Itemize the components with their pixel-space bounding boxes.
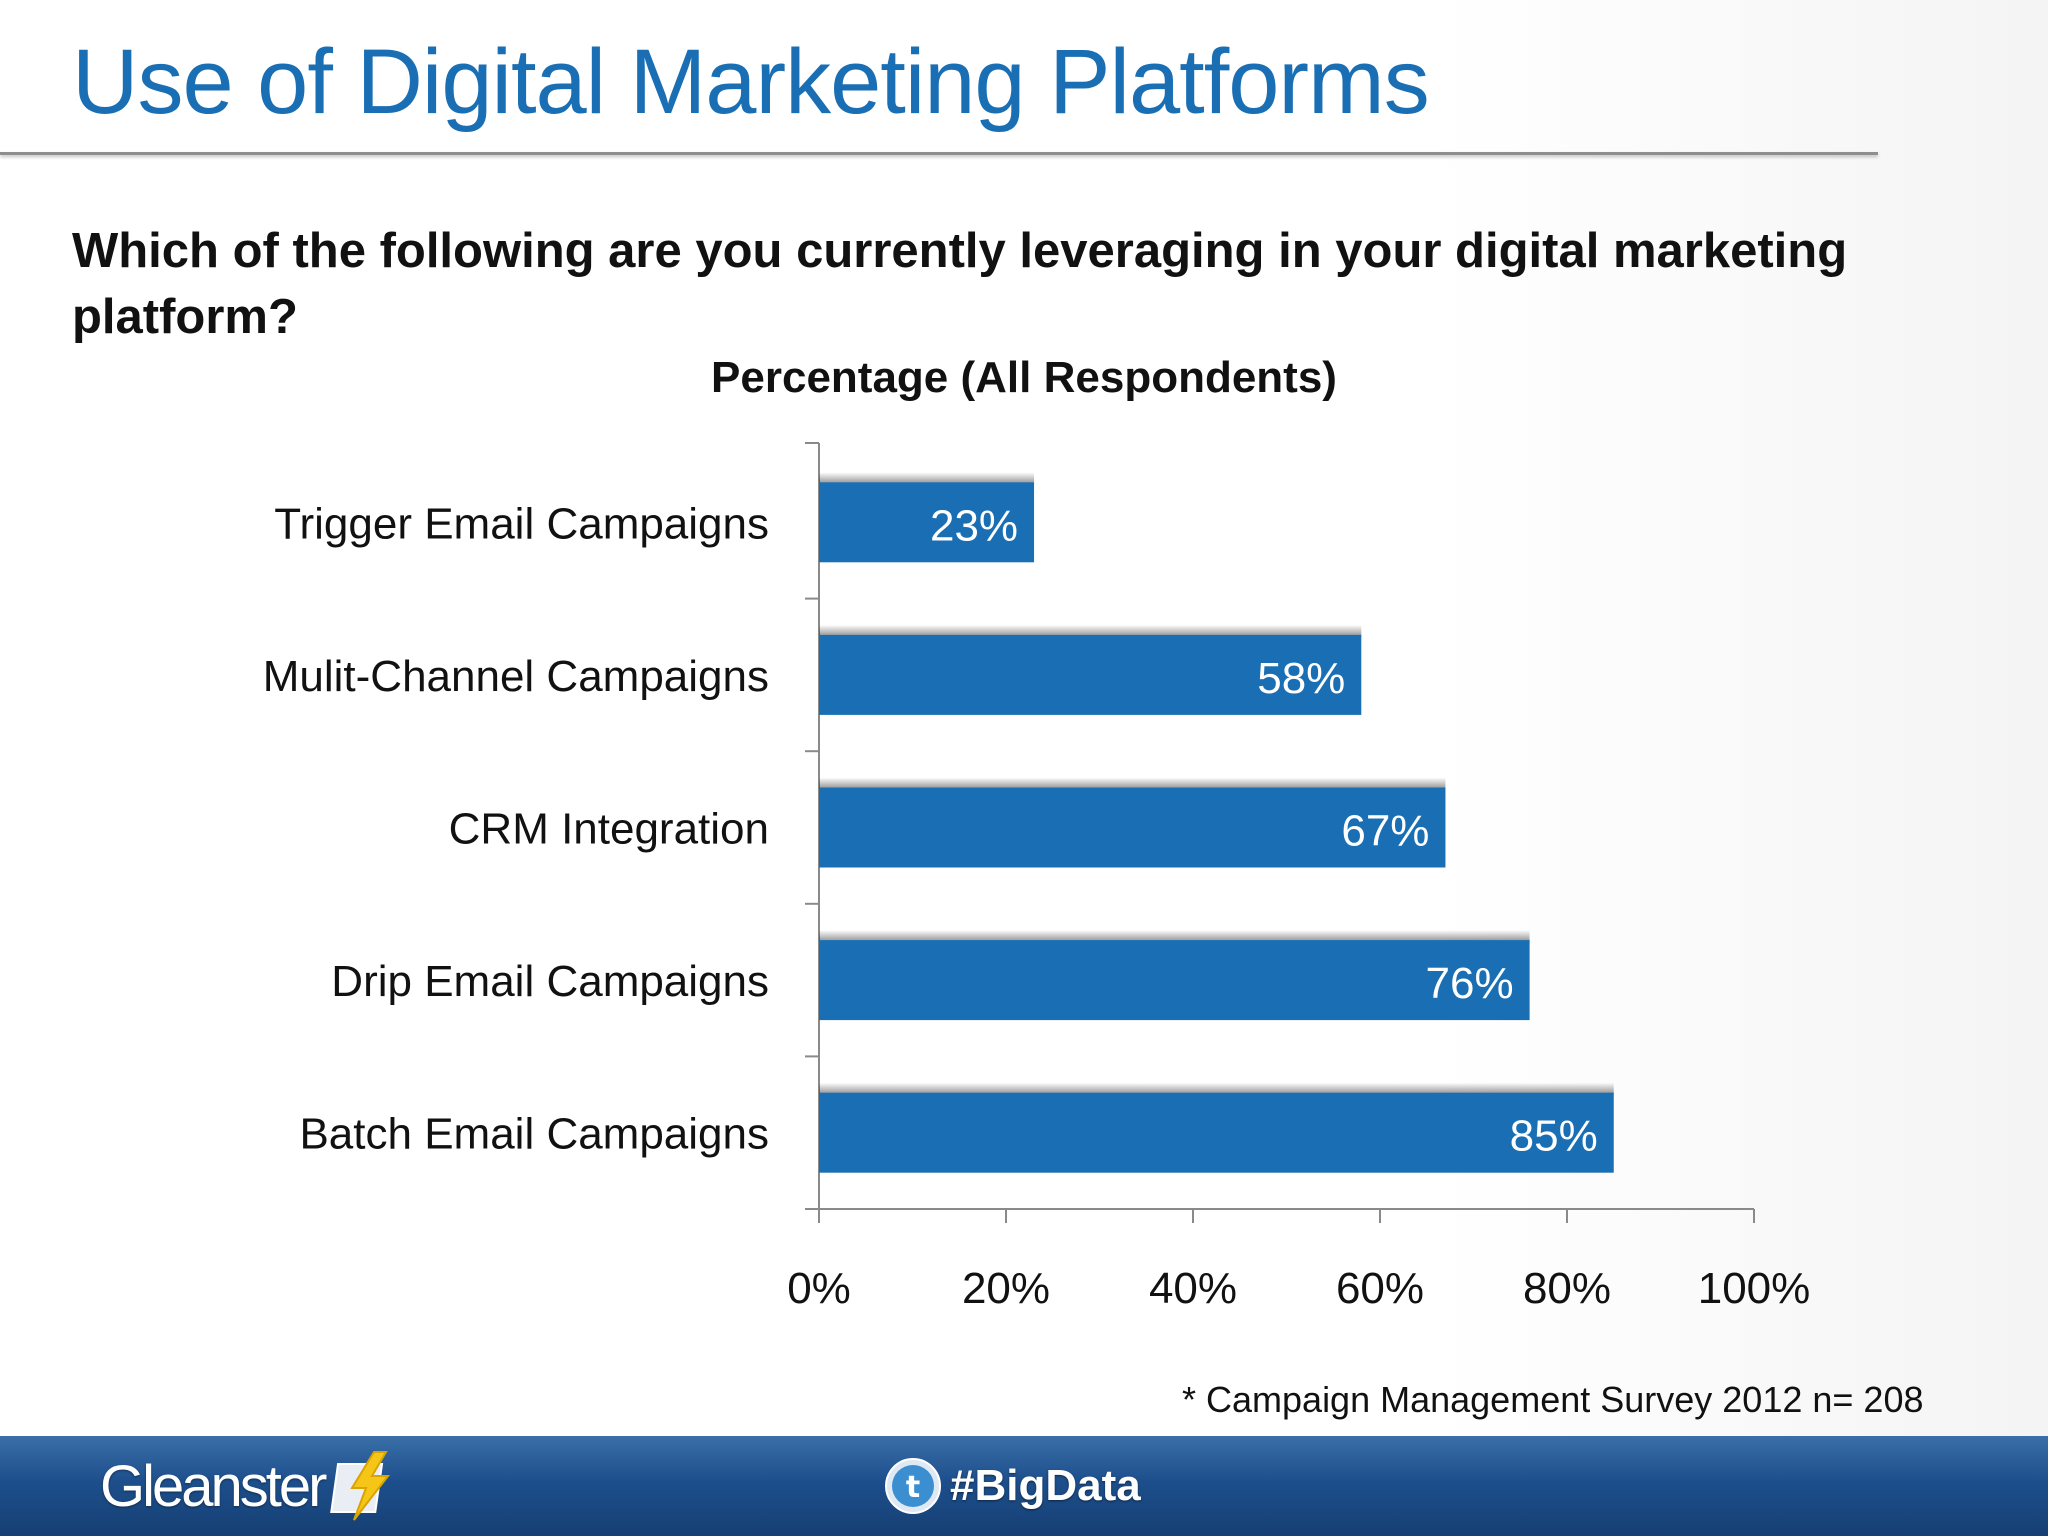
x-tick-label: 40%	[1149, 1264, 1237, 1313]
bar-shadow	[819, 472, 1035, 485]
chart-title: Percentage (All Respondents)	[711, 353, 1337, 402]
bar	[819, 940, 1530, 1021]
data-label: 76%	[1426, 959, 1514, 1008]
slide-title: Use of Digital Marketing Platforms	[72, 31, 1430, 133]
x-tick-label: 0%	[787, 1264, 851, 1313]
bar	[819, 787, 1446, 868]
category-label: Trigger Email Campaigns	[274, 499, 769, 548]
title-divider	[0, 152, 1878, 155]
data-label: 67%	[1341, 807, 1429, 856]
x-tick-label: 60%	[1336, 1264, 1424, 1313]
x-tick-label: 80%	[1523, 1264, 1611, 1313]
brand-name: Gleanster	[100, 1453, 327, 1519]
data-label: 85%	[1510, 1112, 1598, 1161]
lightning-bolt-icon	[330, 1451, 391, 1521]
twitter-icon: t	[885, 1458, 941, 1514]
data-label: 58%	[1257, 654, 1345, 703]
category-label: CRM Integration	[449, 805, 769, 854]
data-label: 23%	[930, 501, 1018, 550]
x-tick-label: 20%	[962, 1264, 1050, 1313]
bar-shadow	[819, 624, 1362, 637]
x-tick-label: 100%	[1698, 1264, 1811, 1313]
hashtag-text: #BigData	[950, 1461, 1141, 1510]
survey-question: Which of the following are you currently…	[72, 224, 1848, 344]
category-label: Drip Email Campaigns	[331, 957, 769, 1006]
chart-marks: 0% 20% 40% 60% 80% 100% Trigger Email Campaign…	[263, 442, 1811, 1313]
bar	[819, 634, 1362, 715]
category-label: Mulit-Channel Campaigns	[263, 652, 769, 701]
category-label: Batch Email Campaigns	[299, 1110, 769, 1159]
bar-chart-svg: Percentage (All Respondents) 0% 20% 40% 60%…	[263, 353, 1811, 1313]
bar-shadow	[819, 930, 1530, 943]
survey-footnote: * Campaign Management Survey 2012 n= 208	[1182, 1379, 1924, 1420]
hashtag-group: t #BigData	[884, 1454, 1141, 1518]
bar	[819, 482, 1035, 563]
brand-logo-group: Gleanster	[100, 1446, 402, 1526]
bar	[819, 1092, 1614, 1173]
svg-text:t: t	[906, 1470, 920, 1505]
bar-shadow	[819, 777, 1446, 790]
bar-shadow	[819, 1082, 1614, 1095]
